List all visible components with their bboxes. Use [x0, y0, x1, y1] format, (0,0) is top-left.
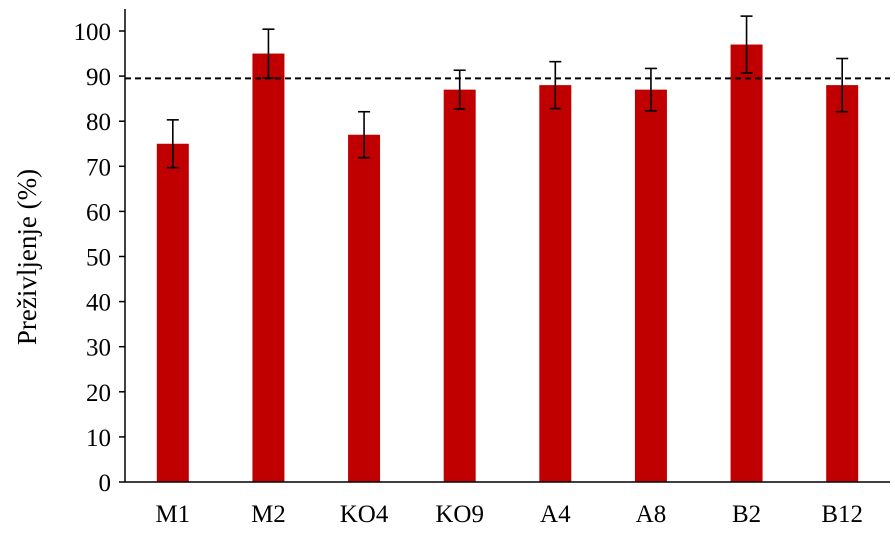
error-bar-b2: [740, 15, 753, 74]
y-axis-ticks: 0 10 20 30 40 50 60 70 80 90 100: [74, 19, 125, 497]
error-bar-m1: [166, 119, 179, 169]
y-tick-label: 90: [86, 64, 111, 91]
x-tick-label: A4: [540, 501, 571, 528]
error-bar-b12: [836, 57, 849, 113]
bar-m1: [156, 143, 189, 482]
y-tick-label: 20: [86, 380, 111, 407]
y-axis-title: Preživljenje (%): [12, 169, 42, 345]
x-tick-label: M1: [155, 501, 190, 528]
bars-group: [156, 44, 859, 483]
x-tick-label: KO9: [435, 501, 484, 528]
bar-ko4: [348, 134, 381, 483]
error-bar-a8: [644, 67, 657, 112]
x-tick-label: M2: [251, 501, 286, 528]
bar-a4: [539, 85, 572, 483]
y-tick-label: 30: [86, 335, 111, 362]
x-tick-label: B12: [821, 501, 863, 528]
error-bars-group: [166, 15, 849, 169]
x-axis-ticks: M1 M2 KO4 KO9 A4 A8 B2 B12: [155, 501, 863, 528]
y-tick-label: 70: [86, 154, 111, 181]
x-tick-label: B2: [732, 501, 761, 528]
y-tick-label: 10: [86, 425, 111, 452]
x-tick-label: A8: [636, 501, 667, 528]
y-tick-label: 0: [99, 470, 112, 497]
y-tick-label: 100: [74, 19, 112, 46]
bar-a8: [634, 89, 667, 482]
y-tick-label: 40: [86, 290, 111, 317]
x-tick-label: KO4: [340, 501, 389, 528]
bar-m2: [252, 53, 285, 483]
bar-b2: [730, 44, 763, 482]
y-tick-label: 50: [86, 245, 111, 272]
bar-ko9: [443, 89, 476, 482]
error-bar-a4: [549, 60, 562, 110]
error-bar-ko4: [358, 110, 371, 159]
y-tick-label: 80: [86, 109, 111, 136]
y-tick-label: 60: [86, 199, 111, 226]
bar-b12: [826, 85, 859, 483]
error-bar-ko9: [453, 69, 466, 110]
